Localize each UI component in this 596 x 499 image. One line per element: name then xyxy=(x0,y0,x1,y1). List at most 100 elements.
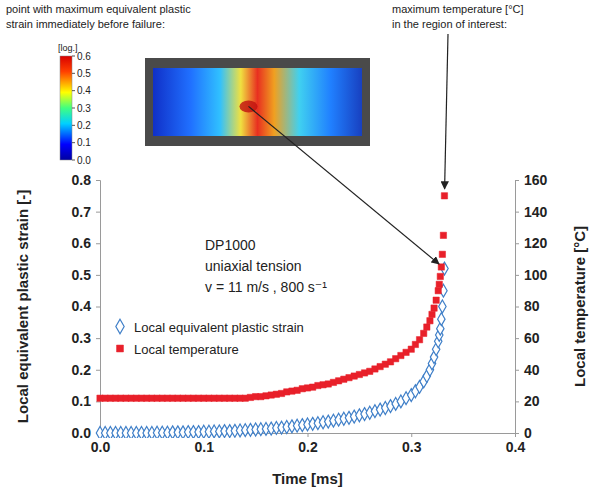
data-point xyxy=(437,273,443,279)
tick-label: 0.7 xyxy=(72,204,92,220)
tick-mark xyxy=(515,243,519,244)
tick-mark xyxy=(515,338,519,339)
tick: 80 xyxy=(515,298,540,314)
tick-mark xyxy=(96,338,100,339)
tick-label: 60 xyxy=(524,330,540,346)
tick-label: 0 xyxy=(524,425,532,441)
tick-label: 140 xyxy=(524,204,548,220)
data-point xyxy=(438,313,445,326)
data-point xyxy=(427,318,433,324)
legend-entry: Local equivalent plastic strain xyxy=(116,319,304,334)
specimen-field xyxy=(153,68,362,136)
tick: 0.3 xyxy=(72,330,100,346)
y-axis-title: Local equivalent plastic strain [-] xyxy=(14,190,31,423)
tick-mark xyxy=(515,212,519,213)
tick-label: 0.1 xyxy=(72,393,92,409)
tick: 120 xyxy=(515,235,548,251)
colorbar-tick-label: 0.1 xyxy=(77,137,91,148)
tick-label: 80 xyxy=(524,298,540,314)
chart-root: 0.00.10.20.30.40.00.10.20.30.40.50.60.70… xyxy=(0,0,596,499)
tick-mark xyxy=(515,180,519,181)
data-point xyxy=(439,251,445,257)
tick: 0.1 xyxy=(72,393,100,409)
tick: 20 xyxy=(515,393,540,409)
tick-label: 0.0 xyxy=(91,439,111,455)
series-1 xyxy=(97,193,448,402)
axis-line xyxy=(516,181,520,434)
data-point xyxy=(435,288,441,294)
tick-mark xyxy=(515,275,519,276)
tick-label: 100 xyxy=(524,267,548,283)
colorbar-tick-label: 0.2 xyxy=(77,120,91,131)
tick-mark xyxy=(308,433,309,437)
annotation-text: point with maximum equivalent plastic xyxy=(6,3,191,15)
arrow xyxy=(445,34,448,189)
colorbar-bar xyxy=(60,56,72,160)
tick-mark xyxy=(96,307,100,308)
tick: 0.4 xyxy=(506,433,526,455)
colorbar-label: [log.] xyxy=(58,43,78,53)
tick-label: 0.2 xyxy=(72,362,92,378)
tick-mark xyxy=(96,212,100,213)
tick-label: 0.0 xyxy=(72,425,92,441)
legend: Local equivalent plastic strain Local tem… xyxy=(113,316,307,359)
data-point xyxy=(421,330,427,336)
colorbar-tick xyxy=(72,125,75,126)
annotation-text: strain immediately before failure: xyxy=(6,18,165,30)
colorbar-tick xyxy=(72,142,75,143)
annotation-text: DP1000 xyxy=(205,237,256,253)
tick: 0.4 xyxy=(72,298,100,314)
colorbar-tick xyxy=(72,56,75,57)
legend-label: Local temperature xyxy=(134,342,239,357)
tick: 0.3 xyxy=(402,433,422,455)
tick-mark xyxy=(411,433,412,437)
annotations: point with maximum equivalent plastic str… xyxy=(6,3,524,295)
annotation-text: v = 11 m/s , 800 s⁻¹ xyxy=(205,279,327,295)
tick-mark xyxy=(96,243,100,244)
tick: 0.6 xyxy=(72,235,100,251)
axis-left: 0.0 0.1 0.2 0.3 0.4 0.5 0.6 0.7 0.8 xyxy=(72,172,101,441)
tick-label: 20 xyxy=(524,393,540,409)
plot-marks xyxy=(96,193,448,438)
legend-entry: Local temperature xyxy=(117,342,239,357)
tick: 60 xyxy=(515,330,540,346)
tick: 0.5 xyxy=(72,267,100,283)
axis-right: 020406080100120140160 xyxy=(515,172,548,441)
tick-mark xyxy=(515,307,519,308)
series-0 xyxy=(96,262,448,438)
annotation-text: in the region of interest: xyxy=(392,18,507,30)
tick-label: 0.3 xyxy=(72,330,92,346)
colorbar-tick-label: 0.0 xyxy=(77,155,91,166)
colorbar-tick-label: 0.4 xyxy=(77,85,91,96)
data-point xyxy=(436,281,442,287)
tick-mark xyxy=(515,433,519,434)
tick: 0.8 xyxy=(72,172,100,188)
annotation-text: maximum temperature [°C] xyxy=(392,3,524,15)
tick: 0.2 xyxy=(72,362,100,378)
tick: 100 xyxy=(515,267,548,283)
annotation-text: uniaxial tension xyxy=(205,258,302,274)
image-frame xyxy=(145,58,370,146)
legend-label: Local equivalent plastic strain xyxy=(134,320,304,335)
tick-mark xyxy=(96,275,100,276)
colorbar-tick xyxy=(72,73,75,74)
tick: 0 xyxy=(515,425,532,441)
data-point xyxy=(441,193,447,199)
data-point xyxy=(440,232,446,238)
tick: 140 xyxy=(515,204,548,220)
x-axis-title: Time [ms] xyxy=(272,470,343,487)
tick-label: 160 xyxy=(524,172,548,188)
arrow xyxy=(249,106,440,264)
tick-label: 0.2 xyxy=(298,439,318,455)
tick: 160 xyxy=(515,172,548,188)
colorbar-tick-label: 0.5 xyxy=(77,68,91,79)
tick-label: 0.8 xyxy=(72,172,92,188)
tick-label: 0.4 xyxy=(72,298,92,314)
tick-mark xyxy=(515,401,519,402)
legend-symbol xyxy=(117,345,124,352)
tick-label: 120 xyxy=(524,235,548,251)
colorbar-tick xyxy=(72,160,75,161)
data-point xyxy=(429,311,435,317)
data-point xyxy=(433,297,439,303)
tick-mark xyxy=(515,370,519,371)
